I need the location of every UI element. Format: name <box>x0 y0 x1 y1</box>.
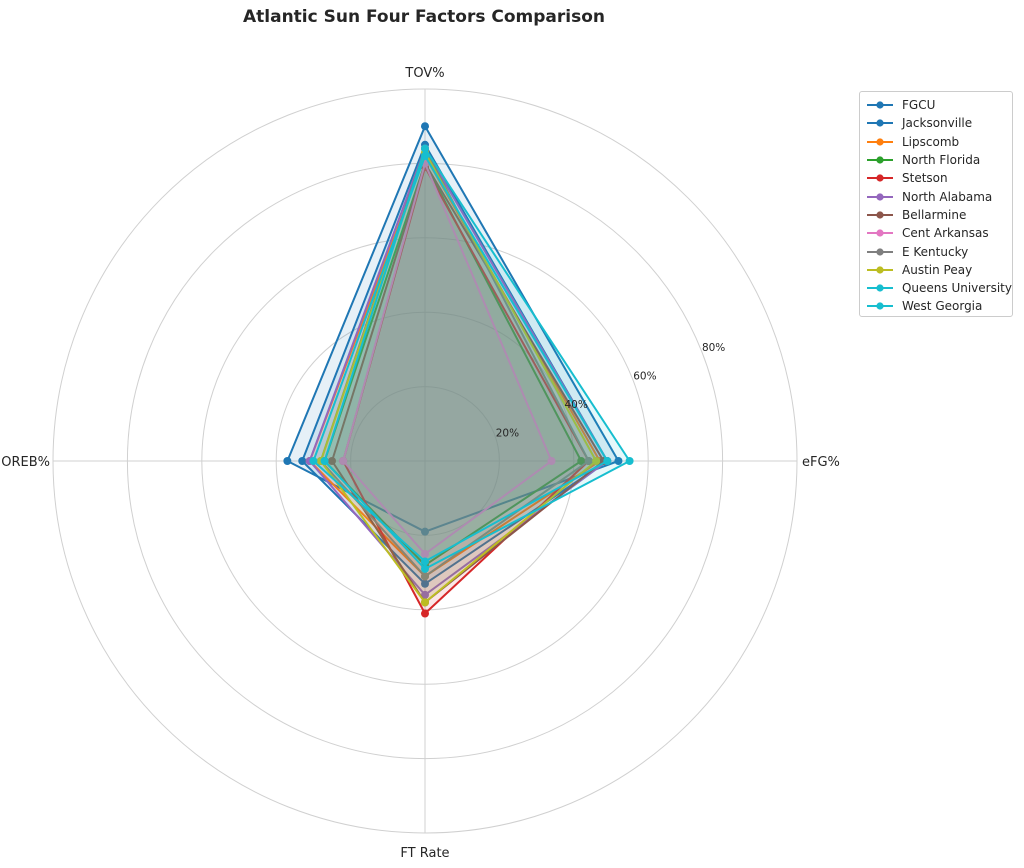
series-11 <box>320 144 634 573</box>
series-area <box>324 163 582 566</box>
data-point <box>614 457 623 465</box>
legend-item: North Florida <box>866 151 1012 169</box>
legend-label: Jacksonville <box>902 116 973 131</box>
data-point <box>339 457 348 465</box>
legend-item: FGCU <box>866 96 1012 114</box>
legend-swatch <box>867 119 893 128</box>
legend-label: Cent Arkansas <box>902 226 989 241</box>
series-area <box>332 163 604 603</box>
data-point <box>592 457 601 465</box>
data-point <box>577 457 586 465</box>
series-area <box>343 167 589 614</box>
chart-title: Atlantic Sun Four Factors Comparison <box>243 7 605 27</box>
legend-swatch <box>867 138 893 146</box>
legend-item: West Georgia <box>866 297 1012 315</box>
data-point <box>421 590 429 599</box>
legend-swatch <box>867 284 893 292</box>
legend-label: Bellarmine <box>902 207 967 222</box>
series-area <box>320 148 589 577</box>
series-area <box>309 156 600 577</box>
data-point <box>421 550 429 558</box>
data-point <box>421 144 429 153</box>
series-7 <box>339 159 556 558</box>
series-0 <box>283 122 623 536</box>
axis-label: FT Rate <box>400 846 449 861</box>
series-area <box>324 148 630 569</box>
data-point <box>421 579 429 588</box>
legend-swatch <box>867 229 893 237</box>
legend-label: North Florida <box>902 153 981 168</box>
radial-tick-label: 20% <box>496 428 519 440</box>
series-area <box>302 144 608 584</box>
series-area <box>320 152 597 603</box>
legend-item: Cent Arkansas <box>866 224 1012 242</box>
data-point <box>421 564 429 573</box>
labels-layer: eFG% TOV% OREB% FT Rate 20% 40% 60% 80% <box>1 66 840 861</box>
radial-tick-label: 40% <box>564 399 587 411</box>
legend-swatch <box>867 247 893 256</box>
data-point <box>421 527 429 536</box>
legend-item: Lipscomb <box>866 133 1012 151</box>
data-point <box>603 457 612 465</box>
legend-label: Stetson <box>902 171 948 186</box>
data-point <box>421 557 429 566</box>
data-point <box>421 598 429 607</box>
legend-swatch <box>867 174 893 182</box>
axis-label: eFG% <box>802 455 840 470</box>
data-point <box>320 457 329 465</box>
series-area <box>313 156 608 562</box>
series-layer <box>283 122 634 618</box>
data-point <box>421 572 429 581</box>
data-point <box>421 122 429 131</box>
legend-item: Jacksonville <box>866 114 1012 132</box>
chart-legend: FGCU Jacksonville Lipscomb North Florida Ste… <box>859 91 1013 317</box>
legend-item: E Kentucky <box>866 242 1012 260</box>
legend-label: Lipscomb <box>902 134 960 149</box>
legend-item: Stetson <box>866 169 1012 187</box>
data-point <box>298 457 307 465</box>
data-point <box>625 457 634 465</box>
data-point <box>547 457 556 465</box>
legend-label: E Kentucky <box>902 244 969 259</box>
legend-label: Austin Peay <box>902 262 973 277</box>
legend-item: Bellarmine <box>866 206 1012 224</box>
data-point <box>283 457 292 465</box>
data-point <box>328 457 336 465</box>
data-point <box>309 457 318 465</box>
legend-swatch <box>867 266 893 274</box>
radial-tick-label: 60% <box>633 371 656 383</box>
legend-item: North Alabama <box>866 187 1012 205</box>
series-area <box>287 126 619 532</box>
legend-label: West Georgia <box>902 299 983 314</box>
legend-swatch <box>867 211 893 219</box>
legend-label: FGCU <box>902 98 936 113</box>
legend-label: North Alabama <box>902 189 993 204</box>
data-point <box>421 609 429 618</box>
legend-swatch <box>867 156 893 164</box>
axis-label: OREB% <box>1 455 50 470</box>
legend-swatch <box>867 302 893 311</box>
legend-label: Queens University <box>901 281 1012 296</box>
legend-item: Queens University <box>866 279 1012 297</box>
legend-item: Austin Peay <box>866 261 1012 279</box>
axis-label: TOV% <box>404 66 444 81</box>
radial-tick-label: 80% <box>702 342 725 354</box>
legend-swatch <box>867 101 893 109</box>
series-area <box>343 163 552 554</box>
data-point <box>584 457 593 465</box>
legend-swatch <box>867 193 893 201</box>
